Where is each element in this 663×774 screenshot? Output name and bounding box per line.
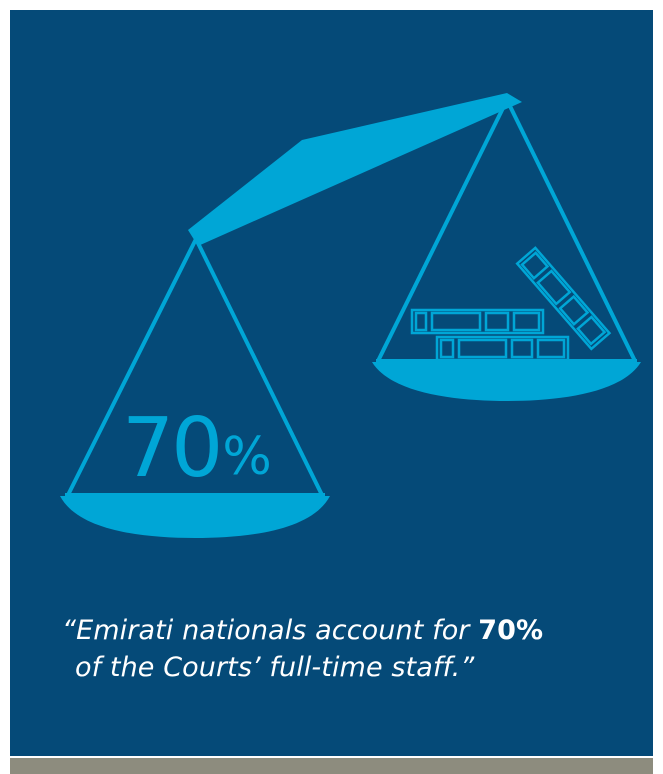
infographic-panel: 70% “Emirati nationals account for 70% o…	[10, 10, 653, 756]
quote-emphasis-text: 70%	[478, 615, 544, 646]
infographic-quote: “Emirati nationals account for 70% of th…	[62, 612, 647, 686]
scale-beam	[188, 93, 522, 246]
quote-closing-text: of the Courts’ full-time staff.”	[75, 652, 475, 683]
left-pan	[65, 238, 325, 497]
right-pan-bowl	[372, 362, 641, 401]
footer-bar	[10, 758, 653, 774]
left-pan-bowl	[60, 496, 330, 538]
left-pan-percentage: 70%	[122, 408, 272, 490]
percentage-sign: %	[222, 427, 272, 487]
balance-scale-icon	[60, 93, 641, 538]
document-stack-icon	[410, 246, 612, 362]
percentage-number: 70	[122, 401, 223, 496]
quote-opening-text: “Emirati nationals account for	[62, 615, 479, 646]
